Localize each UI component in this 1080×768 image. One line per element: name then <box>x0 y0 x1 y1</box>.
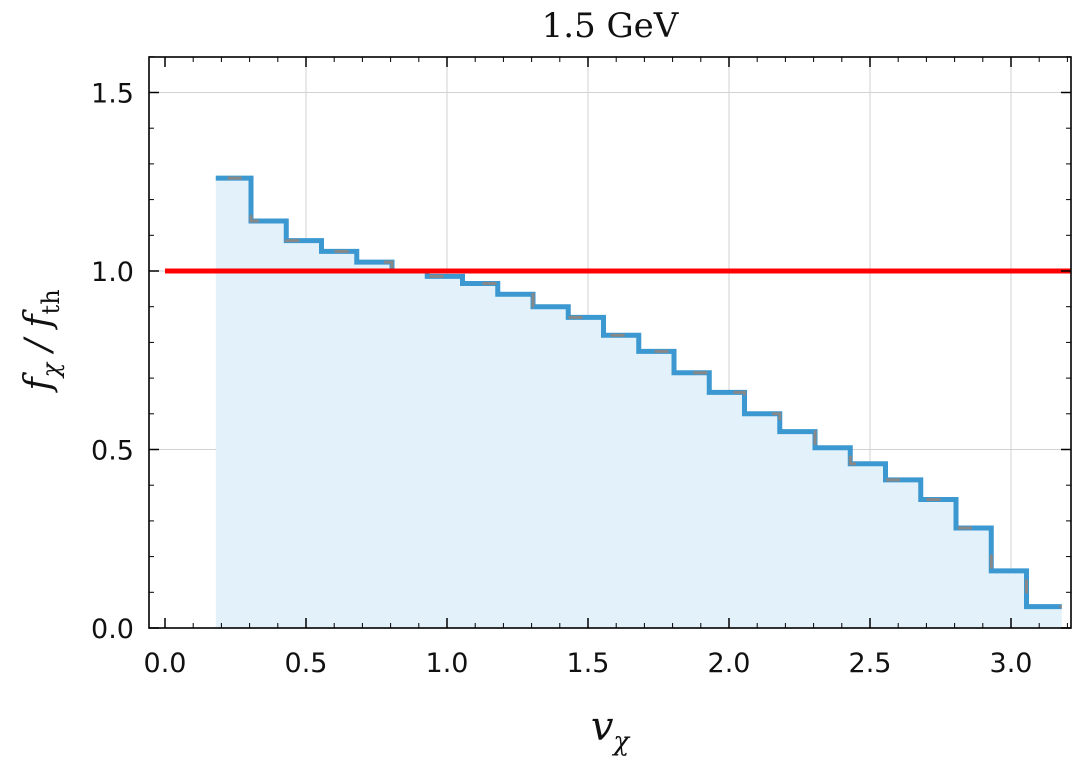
y-tick-label: 1.5 <box>91 79 134 110</box>
histogram-step-line <box>215 175 1062 610</box>
x-axis-label: vχ <box>591 704 632 757</box>
y-tick-label: 0.5 <box>91 436 134 467</box>
svg-text:vχ: vχ <box>591 704 632 757</box>
histogram-bin <box>533 307 568 628</box>
histogram-bin <box>956 528 991 628</box>
svg-text:fχ / fth: fχ / fth <box>18 289 65 393</box>
histogram-bin <box>427 276 462 628</box>
y-axis-label: fχ / fth <box>18 289 65 393</box>
histogram-bin <box>463 283 498 628</box>
histogram-bin <box>286 241 321 628</box>
y-tick-label: 1.0 <box>91 257 134 288</box>
histogram-bin <box>921 499 956 628</box>
histogram-bin <box>815 448 850 628</box>
histogram-bin <box>709 392 744 628</box>
y-tick-label: 0.0 <box>91 614 134 645</box>
chart-title: 1.5 GeV <box>542 6 680 46</box>
x-tick-label: 3.0 <box>990 648 1033 679</box>
histogram-bin <box>392 271 427 628</box>
x-tick-label: 0.0 <box>144 648 187 679</box>
histogram-fill <box>215 178 1062 628</box>
histogram-layer <box>215 175 1062 628</box>
histogram-bin <box>674 373 709 628</box>
x-tick-label: 1.5 <box>567 648 610 679</box>
histogram-bin <box>604 335 639 628</box>
tick-layer <box>149 56 1071 629</box>
label-layer: 0.0 0.5 1.0 1.5 2.0 2.5 3.0 0.0 0.5 1.0 1.5 <box>91 79 1032 680</box>
histogram-bin <box>780 432 815 628</box>
histogram-bin <box>251 221 286 628</box>
histogram-bin <box>216 178 251 628</box>
histogram-bin <box>850 464 885 628</box>
x-tick-label: 1.0 <box>426 648 469 679</box>
histogram-bin <box>568 317 603 628</box>
histogram-bin <box>357 262 392 628</box>
histogram-bin <box>1027 607 1062 628</box>
histogram-bin <box>991 571 1026 628</box>
x-tick-label: 0.5 <box>285 648 328 679</box>
histogram-bin <box>322 251 357 628</box>
histogram-bin <box>639 351 674 628</box>
histogram-bin <box>886 480 921 628</box>
histogram-bin <box>745 414 780 628</box>
x-tick-label: 2.5 <box>849 648 892 679</box>
histogram-bin <box>498 294 533 628</box>
x-tick-label: 2.0 <box>708 648 751 679</box>
